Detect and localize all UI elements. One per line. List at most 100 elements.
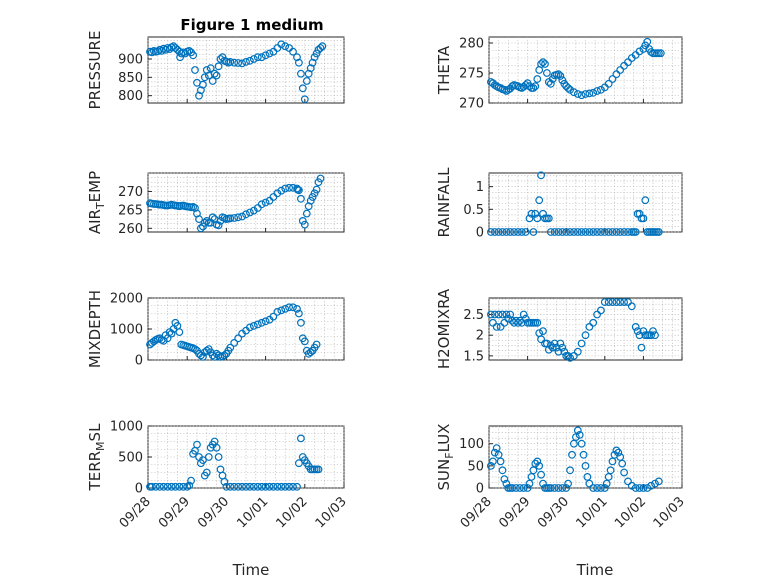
air-temp-data-point xyxy=(295,186,303,195)
terr-msl-x-tick-label: 09/28 xyxy=(117,494,154,531)
rainfall-data-point xyxy=(608,228,617,236)
mixdepth-data-point xyxy=(269,312,278,321)
rainfall-data-point xyxy=(546,228,555,236)
rainfall-data-point xyxy=(558,228,567,236)
h2omixra-data-point xyxy=(649,327,657,336)
theta-data-point xyxy=(616,66,625,74)
sun-flux-data-point xyxy=(533,457,542,466)
mixdepth-data-point xyxy=(295,309,303,318)
h2omixra-y-tick-label: 2 xyxy=(476,329,484,344)
air-temp-y-tick-label: 260 xyxy=(118,222,143,237)
h2omixra-data-point xyxy=(577,339,586,348)
h2omixra-data-point xyxy=(604,298,613,307)
rainfall-data-point xyxy=(502,228,511,236)
air-temp-data-point xyxy=(285,183,294,192)
sun-flux-data-point xyxy=(496,457,505,466)
air-temp-data-point xyxy=(245,208,254,217)
rainfall-data-point xyxy=(570,228,578,236)
rainfall-data-point xyxy=(581,228,590,236)
h2omixra-data-point xyxy=(502,310,511,319)
subplot-h2omixra: 1.5 2 2.5 H2OMIXRA xyxy=(435,288,683,369)
mixdepth-data-point xyxy=(191,345,199,354)
terr-msl-data-point xyxy=(295,459,303,468)
terr-msl-data-point xyxy=(238,482,247,491)
air-temp-data-point xyxy=(300,220,309,229)
air-temp-data-point xyxy=(202,216,211,225)
rainfall-data-point xyxy=(566,228,574,236)
sun-flux-data-point xyxy=(597,484,605,492)
air-temp-data-point xyxy=(308,193,317,201)
rainfall-data-point xyxy=(639,214,648,223)
h2omixra-data-point xyxy=(517,318,526,327)
terr-msl-data-point xyxy=(171,482,180,491)
sun-flux-y-axis-label: SUNFLUX xyxy=(435,424,456,491)
theta-data-point xyxy=(490,81,499,89)
rainfall-data-point xyxy=(624,228,632,236)
rainfall-data-point xyxy=(604,228,613,236)
rainfall-data-point xyxy=(585,228,594,236)
pressure-y-tick-label: 800 xyxy=(118,89,143,104)
rainfall-data-point xyxy=(535,196,544,205)
rainfall-y-tick-label: 1 xyxy=(476,180,484,195)
sun-flux-y-tick-label: 100 xyxy=(459,437,484,452)
air-temp-data-point xyxy=(257,200,266,209)
theta-data-point xyxy=(577,91,586,100)
terr-msl-y-tick-label: 1000 xyxy=(110,420,143,435)
air-temp-data-point xyxy=(249,206,258,215)
pressure-data-point xyxy=(310,53,319,62)
theta-data-point xyxy=(647,48,655,56)
pressure-y-axis-label: PRESSURE xyxy=(86,31,104,110)
mixdepth-y-tick-label: 0 xyxy=(135,354,143,369)
pressure-data-point xyxy=(189,51,198,60)
h2omixra-data-point xyxy=(612,298,621,307)
pressure-data-point xyxy=(185,47,194,55)
air-temp-data-point xyxy=(298,216,307,225)
pressure-data-point xyxy=(297,69,305,78)
terr-msl-data-point xyxy=(159,482,168,491)
rainfall-data-point xyxy=(527,209,536,218)
terr-msl-x-tick-label: 09/29 xyxy=(156,494,193,531)
h2omixra-data-point xyxy=(544,345,553,354)
h2omixra-data-point xyxy=(558,343,567,352)
theta-data-point xyxy=(537,60,545,68)
mixdepth-data-point xyxy=(167,329,176,338)
sun-flux-data-point xyxy=(583,473,592,481)
mixdepth-data-point xyxy=(277,306,286,315)
pressure-data-point xyxy=(200,73,209,82)
h2omixra-data-point xyxy=(631,323,640,331)
rainfall-data-point xyxy=(554,228,563,236)
terr-msl-data-point xyxy=(242,482,250,491)
sun-flux-data-point xyxy=(575,431,584,439)
pressure-data-point xyxy=(242,58,250,66)
air-temp-data-point xyxy=(261,198,270,207)
rainfall-y-tick-label: 0.5 xyxy=(463,203,484,218)
sun-flux-data-point xyxy=(554,484,563,492)
pressure-data-point xyxy=(302,77,311,85)
rainfall-data-point xyxy=(529,228,538,236)
theta-data-point xyxy=(635,47,644,56)
pressure-data-point xyxy=(212,71,221,80)
h2omixra-data-point xyxy=(637,343,646,352)
air-temp-data-point xyxy=(306,196,315,205)
h2omixra-data-point xyxy=(639,327,648,336)
mixdepth-data-point xyxy=(297,318,305,327)
sun-flux-data-point xyxy=(624,477,632,486)
sun-flux-data-point xyxy=(651,479,659,488)
pressure-data-point xyxy=(265,49,274,58)
theta-data-point xyxy=(546,79,555,88)
air-temp-data-point xyxy=(273,189,282,198)
pressure-data-point xyxy=(245,56,254,65)
h2omixra-data-point xyxy=(498,310,507,319)
pressure-data-point xyxy=(206,64,215,73)
theta-data-point xyxy=(573,90,582,98)
sun-flux-data-point xyxy=(539,479,547,488)
sun-flux-data-point xyxy=(602,479,611,488)
theta-data-point xyxy=(525,82,534,91)
sun-flux-data-point xyxy=(489,457,497,466)
figure-title: Figure 1 medium xyxy=(180,16,323,34)
rainfall-data-point xyxy=(620,228,628,236)
air-temp-y-tick-label: 265 xyxy=(118,203,143,218)
mixdepth-data-point xyxy=(198,353,207,361)
rainfall-data-point xyxy=(533,214,542,223)
